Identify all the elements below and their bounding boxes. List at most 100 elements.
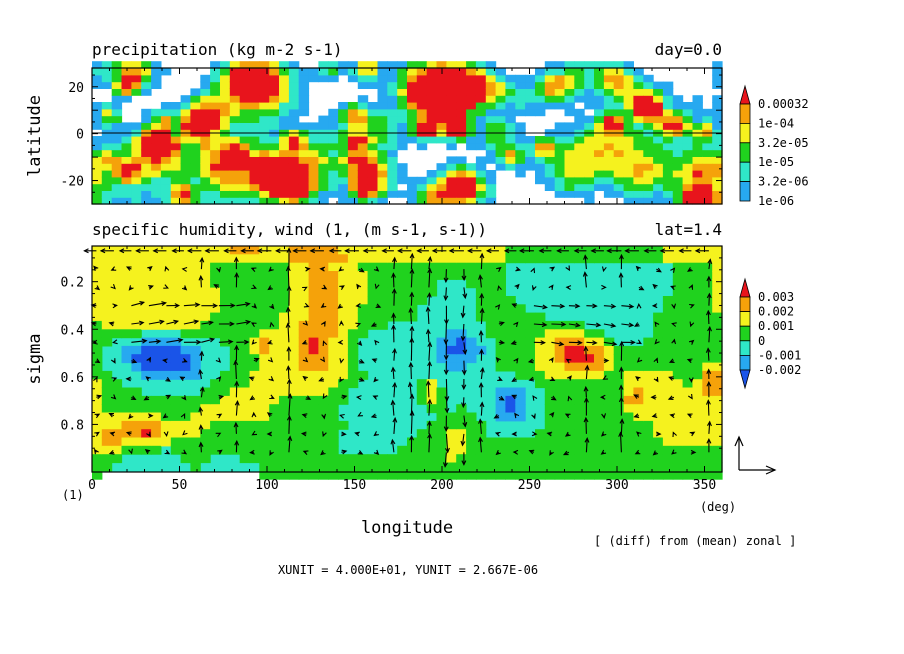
wind-arrow bbox=[549, 411, 555, 418]
precip-cell bbox=[131, 136, 142, 144]
humidity-cell bbox=[554, 429, 566, 439]
precip-cell bbox=[259, 183, 270, 191]
humidity-cell bbox=[229, 312, 241, 322]
humidity-cell bbox=[623, 462, 634, 472]
precip-cell bbox=[456, 61, 467, 69]
precip-cell bbox=[672, 122, 684, 130]
wind-arrow bbox=[586, 303, 598, 309]
precip-cell bbox=[416, 190, 428, 198]
wind-arrow bbox=[565, 358, 572, 364]
wind-arrow bbox=[285, 365, 291, 380]
precip-cell bbox=[692, 149, 703, 157]
humidity-cell bbox=[200, 404, 211, 414]
precip-cell bbox=[318, 68, 329, 76]
humidity-cell bbox=[692, 470, 703, 480]
humidity-cell bbox=[603, 395, 615, 405]
wind-arrow bbox=[618, 431, 624, 453]
precip-cell bbox=[505, 122, 516, 130]
humidity-cell bbox=[702, 279, 713, 289]
humidity-cell bbox=[308, 454, 319, 464]
humidity-cell bbox=[397, 462, 408, 472]
humidity-cell bbox=[190, 454, 201, 464]
precip-cell bbox=[190, 122, 201, 130]
precip-cell bbox=[466, 176, 477, 185]
wind-arrow bbox=[601, 284, 607, 290]
humidity-cell bbox=[544, 462, 556, 472]
humidity-cell bbox=[436, 429, 447, 439]
humidity-cell bbox=[446, 437, 457, 447]
precip-cell bbox=[170, 122, 182, 130]
precip-cell bbox=[495, 156, 506, 164]
precip-cell bbox=[239, 68, 251, 76]
humidity-cell bbox=[564, 354, 575, 364]
humidity-cell bbox=[298, 304, 310, 314]
precip-cell bbox=[662, 149, 674, 157]
wind-arrow bbox=[93, 376, 98, 383]
wind-arrow bbox=[583, 385, 589, 398]
humidity-cell bbox=[111, 412, 123, 422]
precip-cell bbox=[603, 149, 615, 157]
precip-cell bbox=[180, 115, 191, 123]
wind-arrow bbox=[152, 248, 167, 254]
humidity-cell bbox=[672, 387, 684, 397]
humidity-cell bbox=[387, 470, 398, 480]
humidity-cell bbox=[239, 395, 251, 405]
humidity-cell bbox=[653, 354, 664, 364]
precip-cell bbox=[151, 115, 162, 123]
humidity-cell bbox=[220, 387, 231, 397]
wind-arrow bbox=[636, 357, 643, 363]
precip-cell bbox=[279, 68, 290, 76]
precip-cell bbox=[436, 88, 447, 96]
precip-cell bbox=[160, 142, 172, 151]
precip-cell bbox=[407, 190, 418, 198]
precip-cell bbox=[121, 190, 132, 198]
humidity-cell bbox=[229, 395, 241, 405]
wind-arrow bbox=[461, 452, 467, 466]
humidity-cell bbox=[338, 246, 349, 255]
humidity-cell bbox=[603, 420, 615, 430]
humidity-cell bbox=[653, 412, 664, 422]
humidity-cell bbox=[308, 387, 319, 397]
precip-cell bbox=[662, 170, 674, 178]
humidity-cell bbox=[121, 354, 132, 364]
precip-cell bbox=[229, 102, 241, 110]
wind-arrow bbox=[128, 285, 134, 291]
precip-cell bbox=[515, 88, 526, 96]
precip-cell bbox=[584, 102, 595, 110]
precip-cell bbox=[515, 136, 526, 144]
precip-cell bbox=[131, 183, 142, 191]
humidity-cell bbox=[466, 354, 477, 364]
humidity-cell bbox=[702, 470, 713, 480]
y-tick-label: -20 bbox=[61, 175, 84, 190]
wind-arrow bbox=[269, 321, 275, 328]
precip-cell bbox=[397, 68, 408, 76]
humidity-cell bbox=[613, 454, 625, 464]
humidity-cell bbox=[662, 395, 674, 405]
wind-arrow bbox=[301, 413, 308, 419]
humidity-cell bbox=[288, 395, 300, 405]
humidity-cell bbox=[101, 420, 113, 430]
precip-cell bbox=[387, 122, 398, 130]
legend-label: 0.001 bbox=[758, 319, 794, 333]
precip-cell bbox=[643, 197, 654, 205]
precip-cell bbox=[574, 74, 585, 83]
precip-cell bbox=[662, 88, 674, 96]
precip-cell bbox=[357, 61, 369, 69]
humidity-cell bbox=[682, 437, 693, 447]
humidity-cell bbox=[328, 437, 339, 447]
humidity-cell bbox=[160, 254, 172, 264]
humidity-cell bbox=[603, 445, 615, 455]
wind-arrow bbox=[374, 283, 380, 290]
humidity-cell bbox=[485, 445, 497, 455]
precip-cell bbox=[426, 190, 438, 198]
humidity-cell bbox=[308, 354, 319, 364]
humidity-cell bbox=[141, 362, 152, 372]
x-tick-label: 350 bbox=[693, 478, 716, 493]
humidity-cell bbox=[249, 387, 260, 397]
precip-cell bbox=[347, 163, 359, 171]
humidity-cell bbox=[554, 437, 566, 447]
wind-arrow bbox=[409, 410, 415, 434]
precip-cell bbox=[298, 68, 310, 76]
precip-cell bbox=[456, 115, 467, 123]
humidity-cell bbox=[377, 304, 388, 314]
